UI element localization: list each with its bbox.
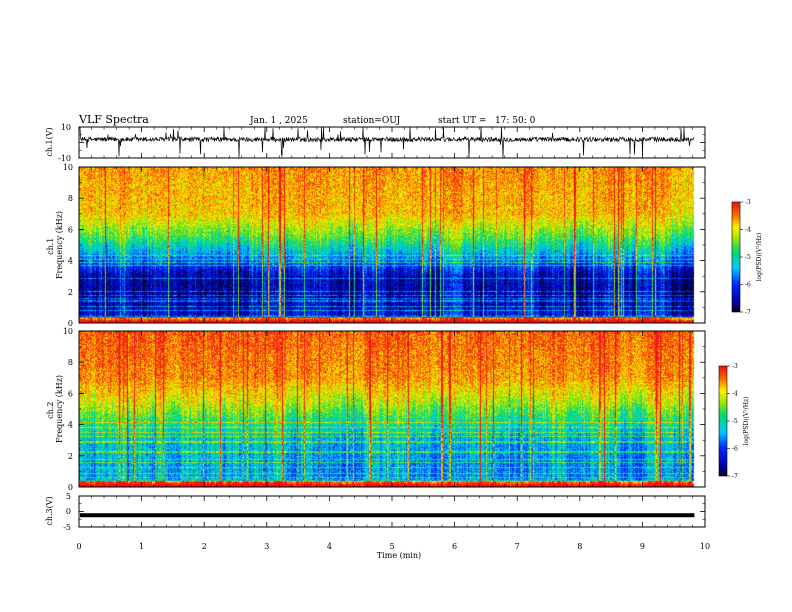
colorbar-ch2-gradient: [719, 366, 727, 476]
spectrogram-ch1-yticklabels: 0 2 4 6 8 10: [63, 163, 73, 328]
spectrogram-ch2-yticklabels: 0 2 4 6 8 10: [63, 327, 73, 492]
colorbar-tick-label: -3: [732, 363, 738, 370]
colorbar-ch1-label: log(PSD)(V²/Hz): [756, 233, 763, 282]
waveform-ch3-ytick-top: 5: [66, 492, 71, 501]
station-label: station=OUJ: [343, 116, 401, 126]
waveform-ch1-frame: [78, 126, 706, 159]
spectrogram-ch1-image: [79, 167, 705, 323]
colorbar-tick-label: -5: [745, 254, 751, 261]
x-axis-ticklabels: 0 1 2 3 4 5 6 7 8 9 10: [76, 542, 710, 551]
x-tick-label: 0: [76, 542, 81, 551]
colorbar-tick-label: -7: [745, 309, 751, 316]
colorbar-tick-label: -7: [732, 473, 738, 480]
spectrogram-ch2-ytick-label: 8: [68, 358, 73, 367]
spectrogram-ch1-ylabel-line2: Frequency (kHz): [55, 211, 64, 279]
spectrogram-ch1-ytick-label: 6: [68, 225, 73, 234]
x-tick-label: 3: [264, 542, 269, 551]
spectrogram-ch2-ylabel-line2: Frequency (kHz): [55, 375, 64, 443]
waveform-ch1-ylabel: ch.1(V): [45, 127, 54, 156]
x-tick-label: 8: [577, 542, 582, 551]
colorbar-tick-label: -5: [732, 418, 738, 425]
figure-title: VLF Spectra: [78, 113, 149, 126]
waveform-ch3-ytick-bottom: -5: [63, 523, 71, 532]
start-time-label: start UT = 17: 50: 0: [438, 116, 536, 126]
spectrogram-ch2-ytick-label: 4: [68, 421, 73, 430]
spectrogram-ch2-ytick-label: 6: [68, 389, 73, 398]
colorbar-tick-label: -4: [745, 227, 751, 234]
colorbar-tick-label: -6: [745, 282, 751, 289]
x-tick-label: 1: [139, 542, 144, 551]
waveform-ch1-panel: ch.1(V) 10 -10: [45, 123, 706, 163]
x-tick-label: 9: [640, 542, 645, 551]
spectrogram-ch2-image-host: [79, 331, 705, 487]
waveform-ch1-ytick-bottom: -10: [58, 154, 71, 163]
spectrogram-ch1-ytick-label: 0: [68, 319, 73, 328]
colorbar-ch2-host: [719, 366, 727, 476]
waveform-ch3-ytick-mid: 0: [66, 507, 71, 516]
waveform-ch3-frame: [78, 495, 706, 528]
x-tick-label: 10: [700, 542, 710, 551]
x-tick-label: 4: [327, 542, 332, 551]
waveform-ch1-ticks: [78, 126, 706, 159]
spectrogram-ch1-ytick-label: 8: [68, 194, 73, 203]
colorbar-ch1: -3 -4 -5 -6 -7 log(PSD)(V²/Hz): [731, 199, 763, 316]
colorbar-ch1-ticks: -3 -4 -5 -6 -7: [740, 199, 751, 316]
colorbar-ch1-host: [732, 202, 740, 312]
spectrogram-ch1-ytick-label: 10: [63, 163, 73, 172]
waveform-ch1-trace: [79, 126, 695, 158]
spectrogram-ch2-ylabel: ch.2 Frequency (kHz): [46, 375, 64, 443]
spectrogram-ch1-ylabel-line1: ch.1: [46, 238, 55, 255]
waveform-ch3-line: [80, 513, 695, 518]
colorbar-tick-label: -6: [732, 446, 738, 453]
x-tick-label: 5: [389, 542, 394, 551]
spectrogram-ch2-ytick-label: 10: [63, 327, 73, 336]
spectrogram-ch1-image-host: [79, 167, 705, 323]
spectrogram-ch2-ytick-label: 0: [68, 483, 73, 492]
x-tick-label: 6: [452, 542, 457, 551]
colorbar-ch2-ticks: -3 -4 -5 -6 -7: [727, 363, 738, 480]
spectrogram-ch1-ytick-label: 2: [68, 288, 73, 297]
spectrogram-ch2-image: [79, 331, 705, 487]
spectrogram-ch1-panel: ch.1 Frequency (kHz) 0 2 4 6 8 10: [46, 163, 706, 328]
waveform-ch1-line: [79, 126, 695, 158]
date-label: Jan. 1 , 2025: [249, 116, 308, 126]
spectrogram-ch1-ytick-label: 4: [68, 257, 73, 266]
waveform-ch3-ylabel: ch.3(V): [45, 496, 54, 525]
colorbar-tick-label: -3: [745, 199, 751, 206]
colorbar-ch2: -3 -4 -5 -6 -7 log(PSD)(V²/Hz): [718, 363, 750, 480]
spectrogram-ch2-ytick-label: 2: [68, 452, 73, 461]
spectrogram-ch2-panel: ch.2 Frequency (kHz) 0 2 4 6 8 10: [46, 327, 706, 492]
waveform-ch3-panel: ch.3(V) 5 0 -5: [45, 492, 706, 532]
waveform-ch3-ticks: [78, 495, 706, 528]
spectrogram-ch2-ylabel-line1: ch.2: [46, 402, 55, 419]
colorbar-ch2-label: log(PSD)(V²/Hz): [743, 397, 750, 446]
spectrogram-ch1-ylabel: ch.1 Frequency (kHz): [46, 211, 64, 279]
spectrogram-ch1-frame: [78, 166, 706, 324]
x-tick-label: 7: [515, 542, 520, 551]
x-axis-label: Time (min): [377, 551, 421, 560]
waveform-ch3-trace: [80, 513, 695, 518]
colorbar-ch1-gradient: [732, 202, 740, 312]
x-tick-label: 2: [202, 542, 207, 551]
waveform-ch1-ytick-top: 10: [61, 123, 71, 132]
spectrogram-ch2-frame: [78, 330, 706, 488]
colorbar-tick-label: -4: [732, 391, 738, 398]
